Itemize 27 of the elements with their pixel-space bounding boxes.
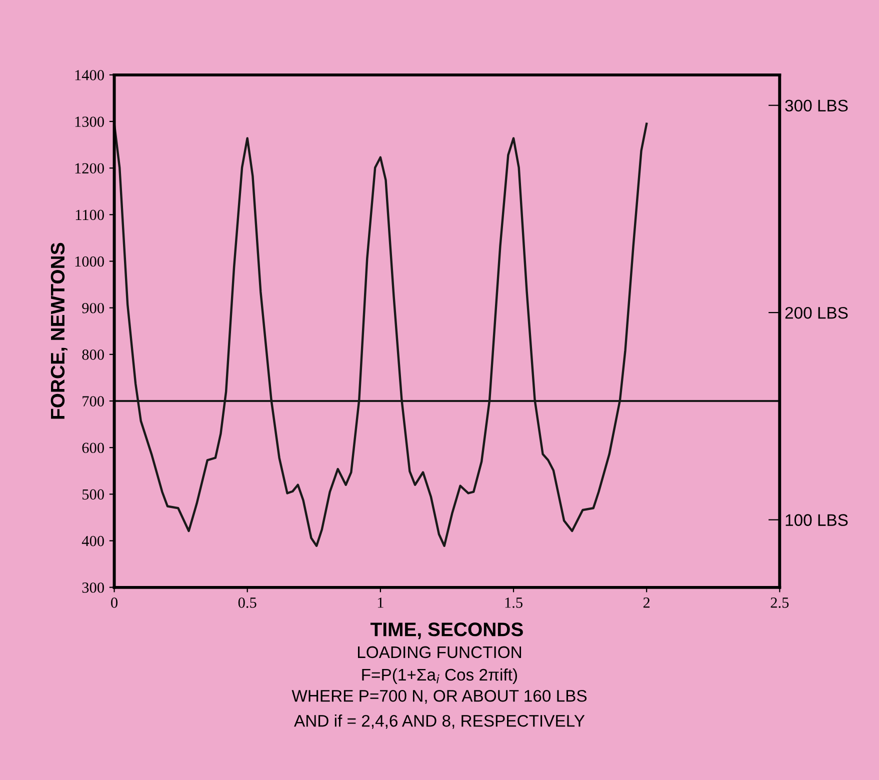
y-tick-label: 800 (82, 350, 104, 360)
y-tick-label: 1000 (75, 256, 104, 267)
y-tick-label: 1400 (75, 70, 104, 80)
y-tick-label: 300 (82, 582, 104, 593)
y2-tick-label: 100 LBS (786, 514, 848, 526)
y-tick-label: 600 (82, 442, 104, 454)
x-tick-label: 0.5 (238, 598, 256, 608)
y-tick-label: 500 (82, 489, 104, 500)
text: WHERE P=700 N, OR ABOUT 160 LBS (292, 690, 587, 704)
y-tick-label: 900 (82, 302, 104, 314)
y-axis-title: FORCE, NEWTONS (50, 242, 68, 419)
x-axis-title: TIME, SECONDS (370, 622, 523, 640)
y2-tick-label: 200 LBS (785, 306, 848, 319)
x-tick-label: 2 (643, 598, 650, 608)
y-tick-label: 400 (82, 536, 104, 546)
y-tick-label: 700 (82, 396, 104, 406)
y2-tick-label: 300 LBS (785, 100, 848, 112)
y-tick-label: 1200 (75, 163, 104, 174)
x-tick-label: 2.5 (770, 598, 789, 608)
x-tick-label: 0 (111, 598, 118, 608)
y-tick-label: 1100 (76, 210, 104, 220)
x-tick-label: 1 (378, 598, 384, 608)
x-tick-label: 1.5 (505, 598, 522, 608)
text: AND if = 2,4,6 AND 8, RESPECTIVELY (294, 714, 585, 729)
text: F=P(1+Σa$_{i}$ Cos 2πift) (362, 668, 517, 684)
y-tick-label: 1300 (75, 116, 104, 127)
text: LOADING FUNCTION (358, 646, 522, 658)
